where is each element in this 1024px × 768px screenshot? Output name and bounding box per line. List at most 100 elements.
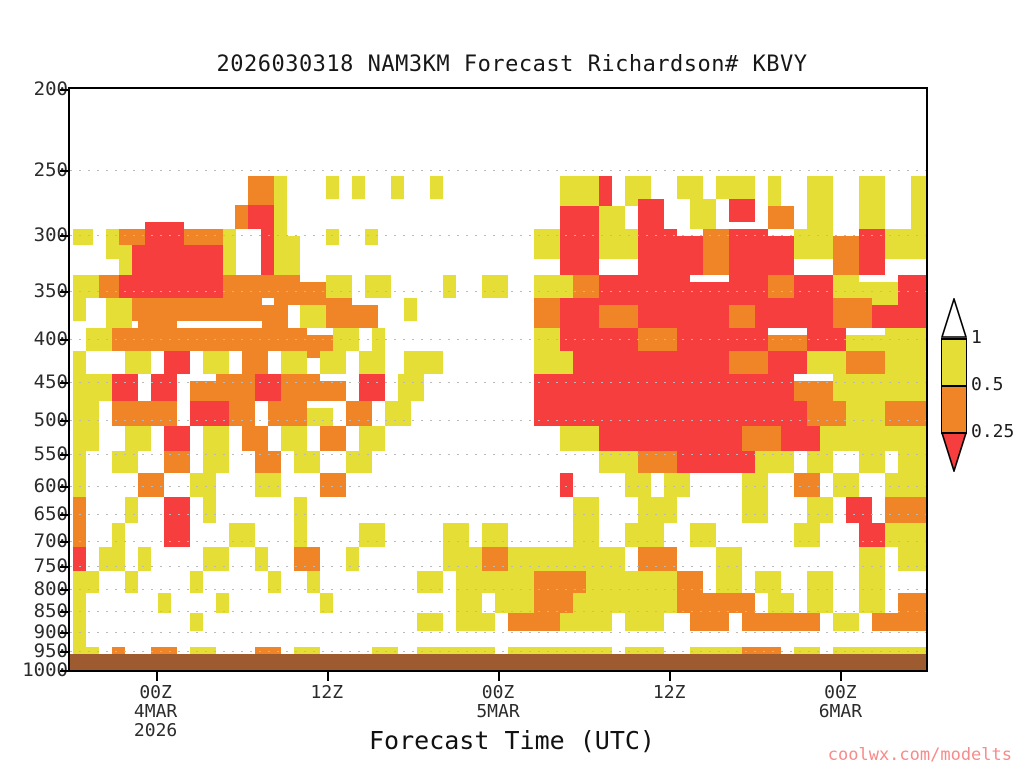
heatmap-cell [164, 497, 190, 523]
heatmap-cell [846, 401, 885, 426]
gridline [70, 631, 926, 633]
heatmap-cell [560, 613, 612, 631]
heatmap-cell [73, 229, 93, 245]
heatmap-cell [320, 351, 346, 374]
y-tick-label: 250 [33, 158, 68, 181]
heatmap-cell [638, 351, 690, 374]
heatmap-cell [807, 401, 846, 426]
heatmap-cell [560, 298, 599, 328]
heatmap-cell [794, 381, 833, 401]
heatmap-cell [320, 426, 346, 451]
heatmap-cell [294, 523, 307, 547]
heatmap-cell [677, 571, 703, 593]
heatmap-cell [534, 229, 560, 259]
heatmap-cell [729, 199, 755, 222]
y-tick-label: 700 [33, 530, 68, 553]
gridline [70, 485, 926, 487]
heatmap-cell [911, 199, 926, 229]
x-tick-label-line: 00Z [139, 682, 172, 703]
heatmap-cell [456, 593, 482, 613]
heatmap-cell [216, 374, 255, 401]
y-tick-mark [60, 454, 69, 457]
y-tick-mark [60, 89, 69, 91]
heatmap-cell [145, 222, 184, 245]
plot-area[interactable] [68, 87, 928, 672]
heatmap-cell [638, 497, 677, 523]
heatmap-cell [229, 401, 255, 426]
colorbar-segment [941, 385, 967, 432]
heatmap-cell [326, 229, 339, 245]
heatmap-cell [625, 613, 664, 631]
heatmap-cell [690, 426, 742, 451]
heatmap-cell [807, 497, 833, 523]
heatmap-cell [690, 523, 716, 547]
y-tick-label: 950 [33, 640, 68, 663]
y-tick-mark [60, 381, 69, 384]
gridline [70, 454, 926, 456]
heatmap-cell [872, 374, 926, 401]
heatmap-cell [833, 473, 859, 497]
heatmap-cell [73, 547, 86, 571]
colorbar-tick-label: 1 [971, 327, 982, 348]
x-tick-label: 12Z [252, 683, 402, 702]
heatmap-cell [417, 613, 443, 631]
heatmap-cell [690, 351, 729, 374]
heatmap-cell [281, 426, 307, 451]
heatmap-cell [898, 451, 926, 473]
heatmap-cell [190, 473, 216, 497]
heatmap-cell [248, 205, 274, 229]
heatmap-cell [248, 176, 274, 205]
heatmap-cell [249, 275, 274, 298]
heatmap-cell [404, 351, 443, 374]
y-tick-label: 200 [33, 78, 68, 100]
heatmap-cell [391, 176, 404, 199]
y-tick-label: 500 [33, 408, 68, 431]
heatmap-cell [138, 321, 177, 351]
heatmap-cell [119, 245, 132, 275]
colorbar-extend-top-arrow [940, 296, 968, 338]
heatmap-cell [859, 229, 885, 275]
heatmap-cell [872, 305, 926, 328]
x-tick-label-line: 00Z [481, 682, 515, 703]
y-tick-label: 1000 [22, 659, 68, 681]
heatmap-cell [742, 613, 781, 631]
heatmap-cell [560, 229, 599, 275]
heatmap-cell [73, 473, 86, 497]
heatmap-cell [560, 547, 599, 571]
heatmap-cell [73, 523, 86, 547]
y-tick-label: 350 [33, 280, 68, 303]
heatmap-cell [73, 374, 112, 401]
heatmap-cell [833, 236, 859, 275]
x-tick-label-line: 6MAR [818, 701, 863, 722]
heatmap-cell [794, 275, 833, 305]
heatmap-cell [716, 401, 768, 426]
heatmap-cell [73, 426, 99, 451]
heatmap-cell [768, 236, 794, 275]
heatmap-cell [898, 593, 926, 613]
heatmap-cell [281, 374, 320, 401]
y-tick-label: 400 [33, 328, 68, 351]
heatmap-cell [898, 426, 926, 451]
x-tick-label-line: 5MAR [476, 701, 520, 722]
heatmap-cell [859, 426, 898, 451]
heatmap-cell [365, 275, 391, 298]
heatmap-cell [158, 593, 171, 613]
heatmap-cell [755, 451, 794, 473]
colorbar-divider [941, 432, 967, 434]
heatmap-cell [638, 547, 677, 571]
gridline [70, 419, 926, 421]
heatmap-cell [443, 547, 482, 571]
heatmap-cell [573, 351, 599, 374]
heatmap-cell [638, 426, 690, 451]
heatmap-cell [359, 426, 385, 451]
heatmap-cell [690, 199, 716, 229]
heatmap-cell [794, 523, 820, 547]
heatmap-cell [599, 176, 612, 206]
heatmap-cell [794, 305, 833, 328]
heatmap-cell [352, 176, 365, 199]
heatmap-cell [307, 571, 320, 593]
heatmap-cell [755, 298, 794, 328]
heatmap-cell [138, 401, 177, 426]
heatmap-cell [885, 351, 926, 374]
heatmap-cell [690, 613, 729, 631]
